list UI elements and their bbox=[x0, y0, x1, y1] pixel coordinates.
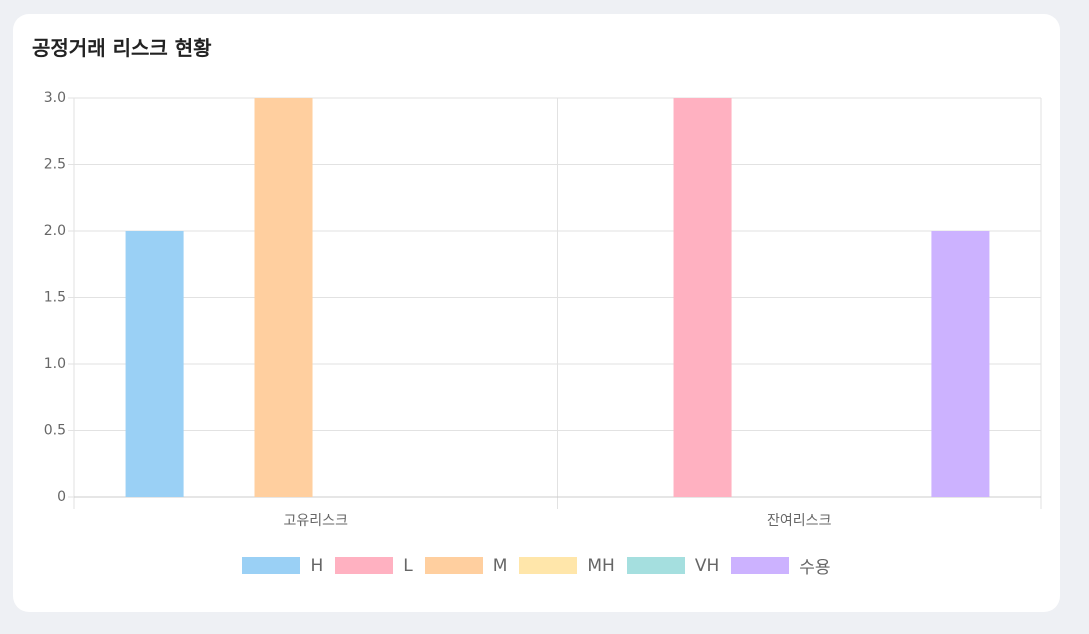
chart: 0 0.5 1.0 1.5 2.0 2.5 3.0 고유리스크 잔여리스크 bbox=[44, 90, 1042, 529]
legend-swatch bbox=[519, 557, 578, 574]
y-tick-label: 2.5 bbox=[44, 157, 66, 173]
chart-title: 공정거래 리스크 현황 bbox=[32, 36, 212, 60]
legend-label: 수용 bbox=[799, 558, 831, 578]
legend-label: MH bbox=[587, 555, 615, 576]
legend-swatch bbox=[731, 557, 790, 574]
legend-label: H bbox=[310, 555, 324, 576]
legend-item[interactable]: MH bbox=[519, 553, 615, 578]
x-tick-label: 잔여리스크 bbox=[767, 513, 832, 529]
bar bbox=[673, 98, 732, 497]
legend-item[interactable]: L bbox=[335, 553, 413, 578]
legend-item[interactable]: 수용 bbox=[731, 553, 831, 578]
y-tick-label: 0 bbox=[57, 489, 66, 505]
card: 공정거래 리스크 현황 0 0.5 1.0 1.5 2.0 2.5 3.0 고유리스크 잔여리스… bbox=[13, 14, 1060, 612]
bar bbox=[254, 98, 313, 497]
legend-item[interactable]: VH bbox=[626, 553, 720, 578]
y-tick-label: 3.0 bbox=[44, 90, 66, 106]
legend-swatch bbox=[335, 557, 394, 574]
legend-item[interactable]: H bbox=[242, 553, 323, 578]
legend-label: L bbox=[403, 555, 413, 576]
x-tick-label: 고유리스크 bbox=[284, 513, 349, 529]
legend-label: M bbox=[492, 555, 508, 576]
y-tick-label: 0.5 bbox=[44, 423, 66, 439]
y-tick-label: 1.5 bbox=[44, 290, 66, 306]
legend-swatch bbox=[626, 557, 685, 574]
legend: H L M MH VH 수용 bbox=[13, 553, 1060, 578]
y-tick-label: 1.0 bbox=[44, 356, 66, 372]
bar bbox=[931, 231, 990, 497]
legend-swatch bbox=[242, 557, 301, 574]
legend-swatch bbox=[424, 557, 483, 574]
bar bbox=[125, 231, 184, 497]
legend-label: VH bbox=[694, 555, 720, 576]
y-tick-label: 2.0 bbox=[44, 223, 66, 239]
legend-item[interactable]: M bbox=[424, 553, 508, 578]
